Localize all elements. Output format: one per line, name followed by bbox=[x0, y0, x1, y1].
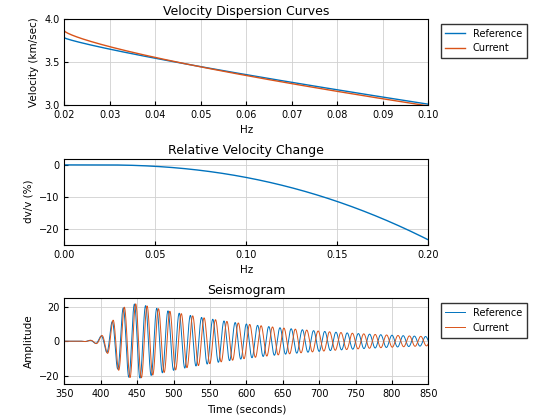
Reference bbox=[298, 329, 305, 334]
Reference bbox=[284, 79, 291, 84]
Line: Reference: Reference bbox=[64, 304, 428, 378]
Legend: Reference, Current: Reference, Current bbox=[441, 303, 527, 338]
Current bbox=[138, 375, 144, 380]
Line: Current: Current bbox=[64, 31, 428, 106]
Current bbox=[278, 79, 284, 84]
Title: Velocity Dispersion Curves: Velocity Dispersion Curves bbox=[163, 5, 330, 18]
Reference bbox=[368, 93, 375, 98]
Current bbox=[391, 98, 398, 103]
Reference bbox=[131, 302, 138, 307]
Current bbox=[333, 346, 339, 352]
Reference bbox=[425, 102, 432, 107]
Reference bbox=[200, 329, 207, 334]
Current bbox=[425, 341, 432, 346]
Y-axis label: dv/v (%): dv/v (%) bbox=[24, 180, 34, 223]
Current bbox=[61, 29, 68, 34]
Reference bbox=[425, 339, 432, 344]
Reference bbox=[62, 36, 69, 41]
Current bbox=[200, 316, 207, 321]
Current bbox=[298, 350, 305, 355]
Reference bbox=[278, 78, 284, 83]
Reference bbox=[127, 360, 134, 365]
Reference bbox=[137, 375, 143, 381]
Reference bbox=[61, 35, 68, 40]
Reference bbox=[333, 330, 339, 335]
Current bbox=[61, 339, 68, 344]
Current bbox=[284, 80, 291, 85]
Current bbox=[277, 79, 283, 84]
Line: Reference: Reference bbox=[64, 38, 428, 104]
Legend: Reference, Current: Reference, Current bbox=[441, 24, 527, 58]
Reference bbox=[391, 96, 398, 101]
Current bbox=[425, 103, 432, 108]
Current bbox=[361, 331, 367, 336]
X-axis label: Time (seconds): Time (seconds) bbox=[207, 405, 286, 415]
Current bbox=[132, 302, 139, 307]
X-axis label: Hz: Hz bbox=[240, 265, 253, 275]
Title: Relative Velocity Change: Relative Velocity Change bbox=[169, 144, 324, 158]
Current bbox=[127, 373, 134, 378]
Current bbox=[279, 328, 286, 333]
Current bbox=[62, 29, 69, 34]
Reference bbox=[61, 339, 68, 344]
Reference bbox=[279, 339, 286, 344]
Title: Seismogram: Seismogram bbox=[207, 284, 286, 297]
Reference bbox=[277, 78, 283, 83]
Y-axis label: Amplitude: Amplitude bbox=[24, 315, 34, 368]
Y-axis label: Velocity (km/sec): Velocity (km/sec) bbox=[29, 17, 39, 107]
Current bbox=[368, 94, 375, 100]
Line: Current: Current bbox=[64, 304, 428, 378]
X-axis label: Hz: Hz bbox=[240, 126, 253, 136]
Reference bbox=[361, 346, 367, 351]
